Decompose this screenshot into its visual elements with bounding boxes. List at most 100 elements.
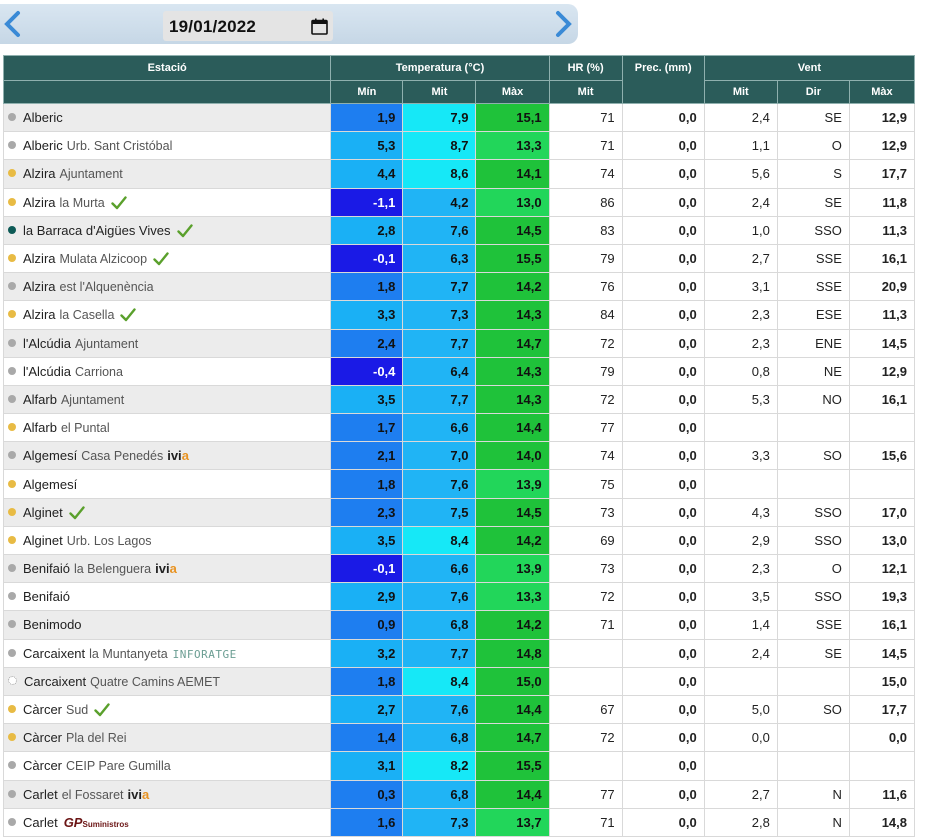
table-row[interactable]: Carcaixent la Muntanyeta INFORATGE 3,2 7,7 14…: [2, 638, 916, 668]
date-picker[interactable]: 19/01/2022: [163, 11, 333, 41]
station-cell[interactable]: Càrcer Pla del Rei: [2, 723, 332, 753]
station-cell[interactable]: la Barraca d'Aigües Vives: [2, 215, 332, 245]
station-location[interactable]: Urb. Los Lagos: [66, 533, 152, 548]
table-row[interactable]: Benimodo 0,9 6,8 14,2 71 0,0 1,4 SSE 16,1: [2, 610, 916, 640]
station-location[interactable]: Pla del Rei: [66, 731, 127, 746]
station-location[interactable]: Ajuntament: [75, 336, 139, 351]
station-municipality[interactable]: Càrcer: [23, 758, 63, 774]
calendar-icon[interactable]: [311, 18, 328, 35]
station-location[interactable]: Carriona: [75, 364, 123, 379]
header-temp-min[interactable]: Mín: [330, 80, 404, 104]
station-cell[interactable]: Alginet Urb. Los Lagos: [2, 525, 332, 556]
station-municipality[interactable]: Alberic: [23, 110, 63, 126]
station-municipality[interactable]: Benimodo: [23, 617, 82, 633]
station-municipality[interactable]: Alberic: [23, 138, 63, 154]
station-location[interactable]: la Murta: [59, 195, 105, 210]
table-row[interactable]: Alginet 2,3 7,5 14,5 73 0,0 4,3 SSO 17,0: [2, 497, 916, 527]
chevron-left-icon[interactable]: [2, 10, 24, 38]
station-cell[interactable]: l'Alcúdia Ajuntament: [2, 328, 332, 358]
table-row[interactable]: Alginet Urb. Los Lagos 3,5 8,4 14,2 69 0,0 2,9 S…: [2, 525, 916, 556]
station-municipality[interactable]: Carlet: [23, 786, 58, 802]
header-wind-dir[interactable]: Dir: [776, 80, 850, 104]
table-row[interactable]: Alberic 1,9 7,9 15,1 71 0,0 2,4 SE 12,9: [2, 102, 916, 133]
station-cell[interactable]: Alzira est l'Alquenència: [2, 272, 332, 302]
station-location[interactable]: Ajuntament: [60, 392, 125, 407]
station-cell[interactable]: Alberic Urb. Sant Cristóbal: [2, 131, 332, 161]
station-cell[interactable]: Càrcer Sud: [2, 694, 332, 725]
table-row[interactable]: Benifaió la Belenguera ivia -0,1 6,6 13,9 73 0,…: [2, 553, 916, 584]
station-location[interactable]: la Muntanyeta: [89, 646, 168, 661]
station-municipality[interactable]: Alfarb: [23, 420, 57, 436]
table-row[interactable]: Algemesí Casa Penedés ivia 2,1 7,0 14,0 74 0,0 3…: [2, 441, 916, 471]
station-cell[interactable]: Alzira Ajuntament: [2, 159, 332, 189]
table-row[interactable]: Alzira Mulata Alzicoop -0,1 6,3 15,5 79 0,0 2,7…: [2, 243, 916, 274]
station-location[interactable]: Urb. Sant Cristóbal: [66, 139, 173, 154]
station-municipality[interactable]: l'Alcúdia: [23, 335, 72, 351]
table-row[interactable]: Carcaixent Quatre Camins AEMET 1,8 8,4 15,0 0…: [2, 666, 916, 696]
station-cell[interactable]: Càrcer CEIP Pare Gumilla: [2, 751, 332, 781]
station-municipality[interactable]: Alzira: [23, 251, 56, 267]
station-cell[interactable]: l'Alcúdia Carriona: [2, 356, 332, 386]
station-location[interactable]: est l'Alquenència: [59, 280, 154, 295]
station-location[interactable]: el Fossaret: [61, 787, 124, 802]
table-row[interactable]: Alzira la Murta -1,1 4,2 13,0 86 0,0 2,4 SE 11,8: [2, 187, 916, 217]
station-cell[interactable]: Benifaió: [2, 582, 332, 612]
table-row[interactable]: Carlet GPSuministros 1,6 7,3 13,7 71 0,0 2,8 N 14…: [2, 807, 916, 837]
table-row[interactable]: Alzira Ajuntament 4,4 8,6 14,1 74 0,0 5,6 S 17,7: [2, 159, 916, 189]
station-location[interactable]: Casa Penedés: [81, 449, 164, 464]
station-municipality[interactable]: Carcaixent: [23, 645, 86, 661]
header-wind-max[interactable]: Màx: [848, 80, 916, 104]
station-municipality[interactable]: Algemesí: [23, 476, 78, 492]
station-cell[interactable]: Carcaixent la Muntanyeta INFORATGE: [2, 638, 332, 668]
station-municipality[interactable]: Alzira: [23, 194, 56, 210]
station-cell[interactable]: Alzira la Casella: [2, 300, 332, 330]
station-cell[interactable]: Algemesí Casa Penedés ivia: [2, 441, 332, 471]
station-cell[interactable]: Alzira la Murta: [2, 187, 332, 217]
station-municipality[interactable]: Algemesí: [23, 448, 78, 464]
station-cell[interactable]: Benifaió la Belenguera ivia: [2, 553, 332, 584]
station-cell[interactable]: Algemesí: [2, 469, 332, 499]
table-row[interactable]: l'Alcúdia Ajuntament 2,4 7,7 14,7 72 0,0 2,3 ENE…: [2, 328, 916, 358]
station-municipality[interactable]: Benifaió: [23, 589, 70, 605]
station-municipality[interactable]: Càrcer: [23, 730, 63, 746]
station-location[interactable]: Mulata Alzicoop: [59, 252, 148, 267]
station-cell[interactable]: Carlet el Fossaret ivia: [2, 779, 332, 809]
station-cell[interactable]: Benimodo: [2, 610, 332, 640]
station-municipality[interactable]: Alginet: [23, 532, 63, 548]
table-row[interactable]: Algemesí 1,8 7,6 13,9 75 0,0: [2, 469, 916, 499]
station-municipality[interactable]: Alzira: [23, 307, 56, 323]
station-municipality[interactable]: la Barraca d'Aigües Vives: [23, 222, 171, 238]
table-row[interactable]: Alzira est l'Alquenència 1,8 7,7 14,2 76 0,0 3,…: [2, 272, 916, 302]
table-row[interactable]: Càrcer CEIP Pare Gumilla 3,1 8,2 15,5 0,0: [2, 751, 916, 781]
station-cell[interactable]: Carcaixent Quatre Camins AEMET: [2, 666, 332, 696]
station-location[interactable]: Ajuntament: [59, 167, 123, 182]
station-municipality[interactable]: Alzira: [23, 166, 56, 182]
header-wind-mit[interactable]: Mit: [703, 80, 778, 104]
station-municipality[interactable]: Benifaió: [23, 561, 70, 577]
chevron-right-icon[interactable]: [552, 10, 574, 38]
station-cell[interactable]: Alfarb el Puntal: [2, 413, 332, 443]
table-row[interactable]: l'Alcúdia Carriona -0,4 6,4 14,3 79 0,0 0,8 NE 12…: [2, 356, 916, 386]
station-cell[interactable]: Alginet: [2, 497, 332, 527]
station-location[interactable]: Quatre Camins AEMET: [90, 674, 221, 689]
station-municipality[interactable]: Càrcer: [23, 702, 63, 718]
table-row[interactable]: Carlet el Fossaret ivia 0,3 6,8 14,4 77 0,0 2,7 N…: [2, 779, 916, 809]
station-municipality[interactable]: Alginet: [23, 504, 63, 520]
table-row[interactable]: Càrcer Pla del Rei 1,4 6,8 14,7 72 0,0 0,0 0,0: [2, 723, 916, 753]
table-row[interactable]: la Barraca d'Aigües Vives 2,8 7,6 14,5 83 0,0…: [2, 215, 916, 245]
station-location[interactable]: Sud: [66, 703, 89, 718]
station-municipality[interactable]: Alzira: [23, 279, 56, 295]
station-cell[interactable]: Alzira Mulata Alzicoop: [2, 243, 332, 274]
station-municipality[interactable]: l'Alcúdia: [23, 363, 72, 379]
station-cell[interactable]: Alfarb Ajuntament: [2, 384, 332, 415]
station-municipality[interactable]: Carcaixent: [24, 673, 87, 689]
station-location[interactable]: la Belenguera: [73, 562, 152, 577]
header-temp-mit[interactable]: Mit: [402, 80, 477, 104]
station-municipality[interactable]: Alfarb: [23, 391, 57, 407]
header-station[interactable]: Estació: [2, 55, 332, 81]
station-municipality[interactable]: Carlet: [23, 814, 58, 830]
station-location[interactable]: el Puntal: [60, 421, 110, 436]
table-row[interactable]: Càrcer Sud 2,7 7,6 14,4 67 0,0 5,0 SO 17,7: [2, 694, 916, 725]
header-temp-max[interactable]: Màx: [475, 80, 550, 104]
table-row[interactable]: Alzira la Casella 3,3 7,3 14,3 84 0,0 2,3 ESE 11,…: [2, 300, 916, 330]
